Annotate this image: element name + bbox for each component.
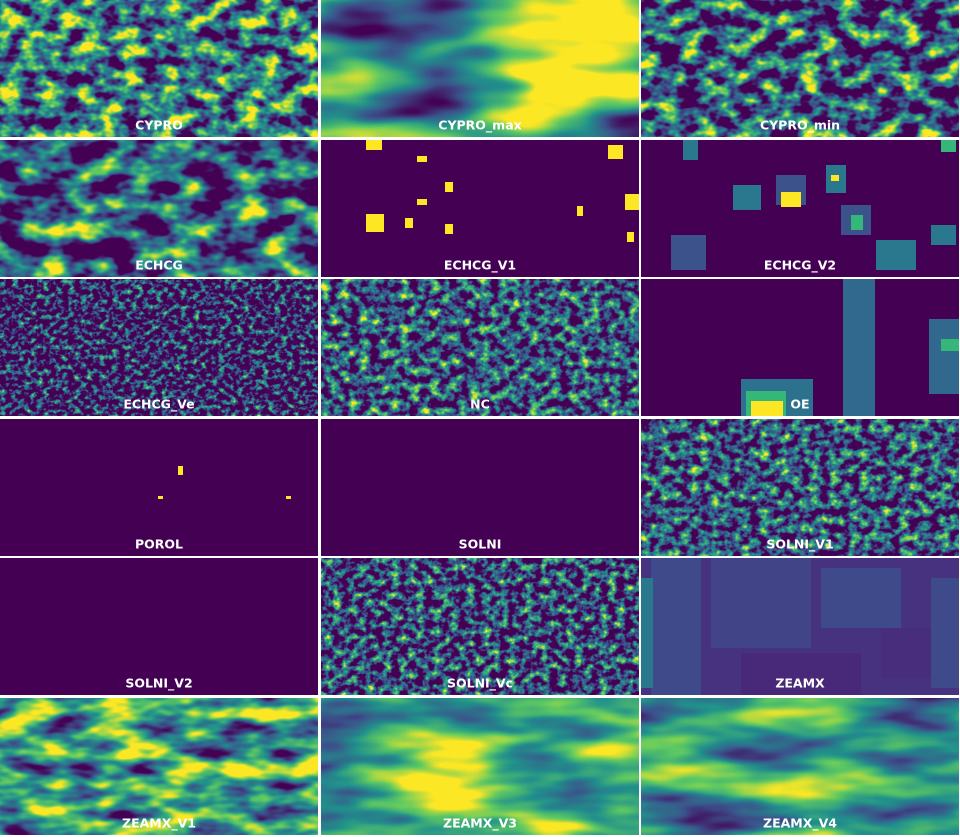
heatmap-block xyxy=(286,496,291,499)
panel-label: SOLNI xyxy=(459,537,502,552)
panel-label: CYPRO_min xyxy=(760,118,840,134)
heatmap-block xyxy=(941,339,959,351)
heatmap-block xyxy=(843,279,875,416)
heatmap-block xyxy=(641,578,653,688)
heatmap-block xyxy=(851,215,863,230)
panel-label: ZEAMX_V3 xyxy=(443,816,517,832)
heatmap-texture xyxy=(0,698,318,835)
heatmap-block xyxy=(876,240,916,270)
heatmap-block xyxy=(786,198,794,206)
panel-label: SOLNI_V2 xyxy=(125,676,192,692)
panel-label: ZEAMX_V4 xyxy=(763,816,837,832)
panel-label: ECHCG_Ve xyxy=(123,397,194,413)
heatmap-block xyxy=(417,156,427,162)
panel-label: SOLNI_Vc xyxy=(447,676,513,692)
heatmap-block xyxy=(831,175,839,181)
heatmap-block xyxy=(941,140,956,152)
heatmap-block xyxy=(881,628,931,678)
heatmap-texture xyxy=(641,0,959,137)
heatmap-image xyxy=(0,558,318,695)
panel-label: ZEAMX xyxy=(775,676,825,691)
heatmap-block xyxy=(671,235,706,270)
heatmap-block xyxy=(366,140,382,150)
heatmap-block xyxy=(651,558,701,695)
heatmap-block xyxy=(625,194,639,210)
heatmap-block xyxy=(445,224,453,234)
heatmap-texture xyxy=(321,698,639,835)
heatmap-block xyxy=(741,653,861,695)
heatmap-block xyxy=(931,225,956,245)
heatmap-image xyxy=(0,419,318,556)
panel-label: ZEAMX_V1 xyxy=(122,816,196,832)
heatmap-texture xyxy=(0,140,318,277)
panel-label: NC xyxy=(470,397,490,412)
panel-label: OE xyxy=(790,397,809,412)
panel-label: ECHCG_V1 xyxy=(444,258,516,274)
heatmap-block xyxy=(627,232,634,242)
heatmap-block xyxy=(929,319,959,394)
heatmap-texture xyxy=(321,0,639,137)
heatmap-image xyxy=(321,419,639,556)
heatmap-block xyxy=(733,185,761,210)
heatmap-texture xyxy=(641,419,959,556)
heatmap-image xyxy=(321,140,639,277)
heatmap-block xyxy=(711,558,811,648)
panel-label: CYPRO_max xyxy=(438,118,521,134)
heatmap-block xyxy=(683,140,698,160)
heatmap-block xyxy=(931,578,959,688)
panel-label: CYPRO xyxy=(135,118,183,133)
panel-label: POROL xyxy=(135,537,183,552)
panel-label: SOLNI_V1 xyxy=(766,537,833,553)
heatmap-texture xyxy=(641,698,959,835)
heatmap-block xyxy=(751,401,783,416)
heatmap-block xyxy=(445,182,453,192)
heatmap-block xyxy=(577,206,583,216)
heatmap-texture xyxy=(0,279,318,416)
heatmap-block xyxy=(608,145,623,159)
panel-label: ECHCG_V2 xyxy=(764,258,836,274)
heatmap-block xyxy=(366,214,384,232)
heatmap-texture xyxy=(321,279,639,416)
heatmap-block xyxy=(417,199,427,205)
panel-label: ECHCG xyxy=(135,258,183,273)
heatmap-block xyxy=(178,466,183,475)
heatmap-block xyxy=(821,568,901,628)
heatmap-block xyxy=(405,218,413,228)
heatmap-texture xyxy=(0,0,318,137)
heatmap-block xyxy=(158,496,163,499)
heatmap-texture xyxy=(321,558,639,695)
